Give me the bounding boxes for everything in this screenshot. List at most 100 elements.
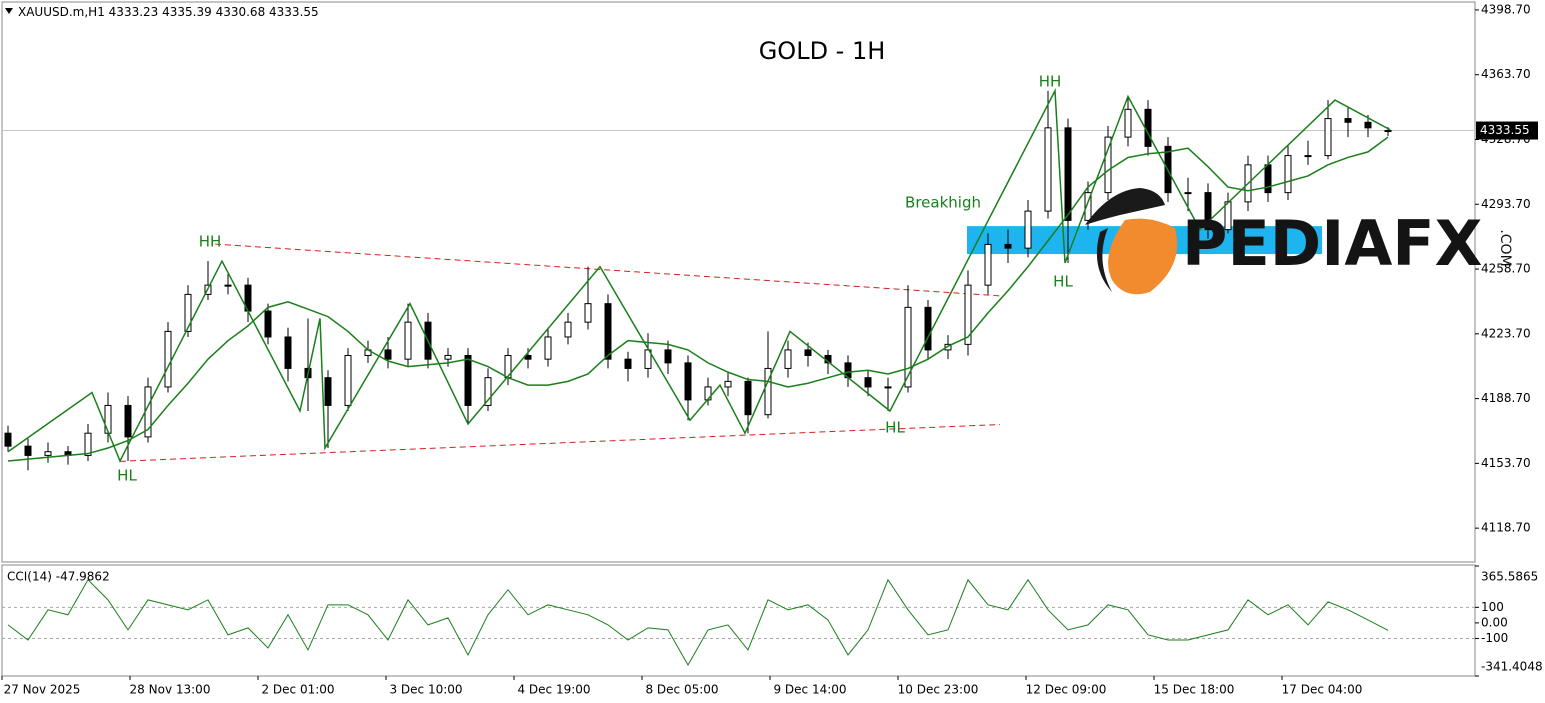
candle-body <box>1304 155 1312 158</box>
logo-swoosh <box>1096 228 1112 292</box>
annotation: HH <box>199 233 222 251</box>
candle-body <box>224 284 232 287</box>
current-price-box <box>1476 121 1538 140</box>
candle-body <box>784 349 792 369</box>
zigzag <box>7 88 1391 463</box>
candle-body <box>544 336 552 360</box>
annotation: HL <box>885 419 905 437</box>
cci-panel <box>1 564 1476 677</box>
candle-body <box>164 330 172 388</box>
annotation: Breakhigh <box>905 194 981 212</box>
watermark-suffix: .COM <box>1497 229 1513 266</box>
x-tick-label: 27 Nov 2025 <box>4 683 81 697</box>
cci-line <box>7 578 1389 667</box>
x-tick-label: 17 Dec 04:00 <box>1282 683 1363 697</box>
candle-body <box>444 354 452 360</box>
symbol-header: XAUUSD.m,H1 4333.23 4335.39 4330.68 4333… <box>18 5 319 19</box>
annotation: HH <box>1039 73 1062 91</box>
candle-body <box>384 349 392 360</box>
trendline <box>214 243 1001 297</box>
x-tick-label: 28 Nov 13:00 <box>130 683 211 697</box>
candle-body <box>4 432 12 447</box>
cci-tick-label: 100 <box>1481 600 1504 614</box>
candle-body <box>1064 127 1072 221</box>
y-tick-label: 4398.70 <box>1481 2 1531 16</box>
candle-body <box>104 404 112 434</box>
candle-body <box>324 377 332 406</box>
candle-body <box>624 358 632 369</box>
y-tick-label: 4293.70 <box>1481 197 1531 211</box>
candle-body <box>584 303 592 323</box>
watermark: PEDIAFX .COM <box>1085 188 1513 295</box>
candle-body <box>904 306 912 388</box>
cci-tick-label: -100 <box>1481 631 1508 645</box>
cci-tick-label: 0.00 <box>1481 615 1508 629</box>
candle-body <box>184 293 192 332</box>
candle-body <box>964 284 972 345</box>
menu-arrow <box>5 8 13 14</box>
candle-body <box>1204 192 1212 231</box>
candle-body <box>124 404 132 438</box>
candle-body <box>404 321 412 360</box>
y-tick-label: 4118.70 <box>1481 521 1531 535</box>
candle-body <box>44 451 52 456</box>
candle-body <box>1104 136 1112 194</box>
cci-tick-label: -341.4048 <box>1481 660 1543 674</box>
candle-body <box>84 432 92 456</box>
chart-title: GOLD - 1H <box>759 37 886 65</box>
y-tick-label: 4223.70 <box>1481 326 1531 340</box>
candle-body <box>1004 243 1012 249</box>
candle-body <box>1024 210 1032 249</box>
price-panel <box>1 1 1476 563</box>
x-tick-label: 8 Dec 05:00 <box>645 683 718 697</box>
candle-body <box>1384 130 1392 133</box>
candle-body <box>1084 192 1092 221</box>
x-tick-label: 15 Dec 18:00 <box>1154 683 1235 697</box>
candle-body <box>1344 118 1352 123</box>
candle-body <box>864 377 872 388</box>
candle-body <box>664 349 672 364</box>
logo-drop <box>1108 218 1178 295</box>
x-tick-label: 9 Dec 14:00 <box>773 683 846 697</box>
candle-body <box>524 354 532 360</box>
watermark-brand: PEDIAFX <box>1182 207 1482 280</box>
candle-body <box>684 362 692 401</box>
y-tick-label: 4153.70 <box>1481 456 1531 470</box>
candle-body <box>704 386 712 401</box>
candle-body <box>884 386 892 389</box>
candle-body <box>564 321 572 338</box>
candle-body <box>744 380 752 416</box>
candle-body <box>944 343 952 351</box>
y-tick-label: 4258.70 <box>1481 262 1531 276</box>
y-tick-label: 4363.70 <box>1481 67 1531 81</box>
candle-body <box>1124 108 1132 138</box>
moving-average <box>7 136 1389 462</box>
candle-body <box>284 336 292 369</box>
candle-body <box>804 349 812 356</box>
candle-body <box>1184 192 1192 195</box>
current-price-label: 4333.55 <box>1480 123 1530 137</box>
y-tick-label: 4188.70 <box>1481 391 1531 405</box>
candle-body <box>464 354 472 406</box>
cci-tick-label: 365.5865 <box>1481 570 1538 584</box>
candle-body <box>764 367 772 416</box>
candle-body <box>1324 118 1332 157</box>
candle-body <box>264 310 272 338</box>
candle-body <box>984 243 992 286</box>
candle-body <box>24 445 32 456</box>
annotation: HL <box>117 467 137 485</box>
candle-body <box>1264 164 1272 194</box>
candle-body <box>1284 155 1292 194</box>
candle-body <box>604 303 612 360</box>
cci-label: CCI(14) -47.9862 <box>7 570 110 584</box>
candle-body <box>344 354 352 406</box>
x-tick-label: 4 Dec 19:00 <box>517 683 590 697</box>
x-tick-label: 12 Dec 09:00 <box>1026 683 1107 697</box>
candle-body <box>1364 121 1372 129</box>
annotation: HL <box>1053 273 1073 291</box>
candle-body <box>1144 108 1152 147</box>
candle-body <box>1044 127 1052 212</box>
candle-body <box>484 377 492 406</box>
logo-dark <box>1085 188 1165 225</box>
